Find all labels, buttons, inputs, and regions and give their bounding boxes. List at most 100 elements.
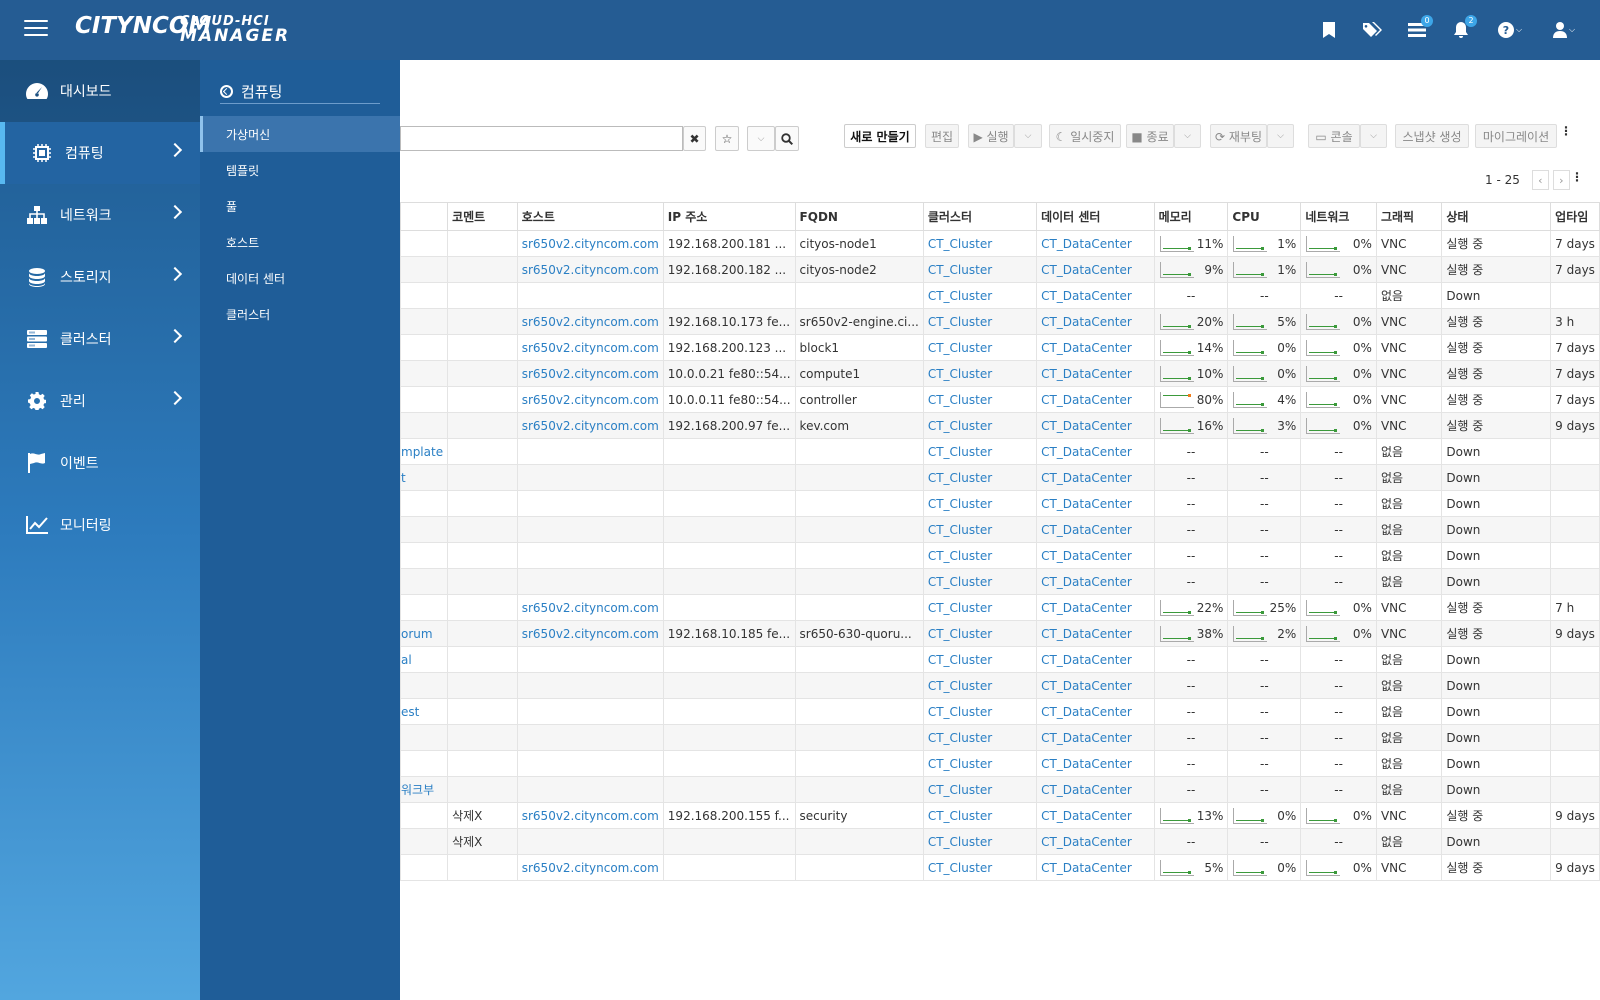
table-cell[interactable]: sr650v2.cityncom.com — [516, 412, 664, 439]
submenu-item-vm[interactable]: 가상머신 — [200, 116, 400, 152]
table-cell[interactable]: sr650v2.cityncom.com — [516, 230, 664, 257]
snapshot-button[interactable]: 스냅샷 생성 — [1395, 124, 1469, 148]
run-button[interactable]: ▶ 실행 — [968, 124, 1014, 148]
search-button[interactable] — [775, 126, 799, 151]
column-header[interactable]: FQDN — [794, 202, 924, 231]
table-cell[interactable]: CT_Cluster — [922, 412, 1038, 439]
table-cell[interactable]: CT_DataCenter — [1036, 672, 1155, 699]
table-cell[interactable]: 워크부 — [399, 776, 449, 803]
table-row[interactable]: CT_Cluster CT_DataCenter -- -- -- 없음 Down — [399, 282, 1600, 309]
sidebar-item-monitoring[interactable]: 모니터링 — [0, 494, 200, 556]
table-cell[interactable]: CT_DataCenter — [1036, 776, 1155, 803]
table-cell[interactable]: CT_DataCenter — [1036, 828, 1155, 855]
table-cell[interactable]: CT_Cluster — [922, 672, 1038, 699]
table-cell[interactable]: CT_Cluster — [922, 386, 1038, 413]
column-header[interactable]: 클러스터 — [922, 202, 1038, 231]
table-cell[interactable]: CT_DataCenter — [1036, 542, 1155, 569]
table-cell[interactable]: CT_DataCenter — [1036, 620, 1155, 647]
stop-dropdown[interactable]: ⌵ — [1174, 124, 1201, 148]
table-cell[interactable]: CT_Cluster — [922, 620, 1038, 647]
stop-button[interactable]: ■ 종료 — [1126, 124, 1174, 148]
submenu-item-pool[interactable]: 풀 — [226, 199, 238, 214]
tags-icon[interactable] — [1362, 19, 1384, 41]
bell-icon[interactable]: 2 — [1450, 15, 1477, 41]
console-dropdown[interactable]: ⌵ — [1360, 124, 1387, 148]
table-cell[interactable]: CT_DataCenter — [1036, 386, 1155, 413]
table-cell[interactable]: CT_DataCenter — [1036, 334, 1155, 361]
table-row[interactable]: sr650v2.cityncom.com 192.168.200.182 ... c… — [399, 256, 1600, 283]
table-cell[interactable]: sr650v2.cityncom.com — [516, 802, 664, 829]
table-cell[interactable]: CT_Cluster — [922, 360, 1038, 387]
table-row[interactable]: sr650v2.cityncom.com 192.168.200.181 ... c… — [399, 230, 1600, 257]
run-dropdown[interactable]: ⌵ — [1014, 124, 1042, 148]
table-row[interactable]: al CT_Cluster CT_DataCenter -- -- -- 없음 Down — [399, 646, 1600, 673]
table-row[interactable]: mplate CT_Cluster CT_DataCenter -- -- -- 없음 Dow… — [399, 438, 1600, 465]
table-cell[interactable]: sr650v2.cityncom.com — [516, 308, 664, 335]
bookmark-icon[interactable] — [1318, 19, 1340, 41]
table-cell[interactable]: CT_DataCenter — [1036, 516, 1155, 543]
table-row[interactable]: sr650v2.cityncom.com 192.168.10.173 fe...… — [399, 308, 1600, 335]
column-header[interactable]: CPU — [1227, 202, 1302, 231]
table-row[interactable]: sr650v2.cityncom.com 192.168.200.97 fe...… — [399, 412, 1600, 439]
table-cell[interactable]: CT_Cluster — [922, 854, 1038, 881]
table-cell[interactable]: CT_Cluster — [922, 776, 1038, 803]
table-cell[interactable]: CT_DataCenter — [1036, 594, 1155, 621]
submenu-item-host[interactable]: 호스트 — [226, 235, 260, 250]
table-cell[interactable]: CT_DataCenter — [1036, 802, 1155, 829]
table-cell[interactable]: CT_DataCenter — [1036, 282, 1155, 309]
table-cell[interactable]: CT_Cluster — [922, 334, 1038, 361]
table-row[interactable]: 삭제X sr650v2.cityncom.com 192.168.200.155 f… — [399, 802, 1600, 829]
search-input[interactable] — [400, 126, 683, 151]
column-header[interactable]: 상태 — [1441, 202, 1552, 231]
table-row[interactable]: sr650v2.cityncom.com 10.0.0.21 fe80::54..… — [399, 360, 1600, 387]
table-row[interactable]: sr650v2.cityncom.com CT_Cluster CT_DataCen… — [399, 594, 1600, 621]
table-cell[interactable]: CT_Cluster — [922, 230, 1038, 257]
table-row[interactable]: CT_Cluster CT_DataCenter -- -- -- 없음 Down — [399, 750, 1600, 777]
sidebar-item-dashboard[interactable]: 대시보드 — [0, 60, 200, 122]
column-header[interactable]: 네트워크 — [1300, 202, 1377, 231]
sidebar-item-computing[interactable]: 컴퓨팅 — [0, 122, 200, 184]
table-cell[interactable]: CT_Cluster — [922, 698, 1038, 725]
table-cell[interactable]: sr650v2.cityncom.com — [516, 360, 664, 387]
table-row[interactable]: t CT_Cluster CT_DataCenter -- -- -- 없음 Down — [399, 464, 1600, 491]
table-cell[interactable]: sr650v2.cityncom.com — [516, 386, 664, 413]
column-header[interactable]: 코멘트 — [447, 202, 518, 231]
next-page-button[interactable]: › — [1552, 170, 1570, 190]
table-row[interactable]: CT_Cluster CT_DataCenter -- -- -- 없음 Down — [399, 542, 1600, 569]
table-cell[interactable]: CT_DataCenter — [1036, 854, 1155, 881]
table-cell[interactable]: CT_Cluster — [922, 438, 1038, 465]
sidebar-item-network[interactable]: 네트워크 — [0, 184, 200, 246]
table-cell[interactable]: CT_Cluster — [922, 490, 1038, 517]
table-cell[interactable]: CT_DataCenter — [1036, 412, 1155, 439]
column-header[interactable] — [399, 202, 449, 231]
table-cell[interactable]: CT_Cluster — [922, 282, 1038, 309]
help-icon[interactable]: ? ⌵ — [1494, 19, 1526, 41]
table-cell[interactable]: CT_Cluster — [922, 802, 1038, 829]
table-cell[interactable]: CT_Cluster — [922, 594, 1038, 621]
table-row[interactable]: CT_Cluster CT_DataCenter -- -- -- 없음 Down — [399, 724, 1600, 751]
create-button[interactable]: 새로 만들기 — [844, 124, 916, 148]
table-cell[interactable]: CT_DataCenter — [1036, 360, 1155, 387]
tasks-icon[interactable]: 0 — [1406, 15, 1433, 41]
table-cell[interactable]: CT_Cluster — [922, 516, 1038, 543]
table-cell[interactable]: CT_Cluster — [922, 646, 1038, 673]
table-cell[interactable]: sr650v2.cityncom.com — [516, 256, 664, 283]
table-options-icon[interactable]: ⋮ — [1571, 170, 1583, 184]
bookmark-search-button[interactable]: ☆ — [715, 126, 739, 151]
sidebar-item-events[interactable]: 이벤트 — [0, 432, 200, 494]
table-row[interactable]: 삭제X CT_Cluster CT_DataCenter -- -- -- 없음 Down — [399, 828, 1600, 855]
table-cell[interactable]: CT_DataCenter — [1036, 464, 1155, 491]
table-cell[interactable]: orum — [399, 620, 449, 647]
table-cell[interactable]: sr650v2.cityncom.com — [516, 594, 664, 621]
reboot-dropdown[interactable]: ⌵ — [1267, 124, 1294, 148]
column-header[interactable]: IP 주소 — [662, 202, 796, 231]
table-row[interactable]: orum sr650v2.cityncom.com 192.168.10.185 f… — [399, 620, 1600, 647]
column-header[interactable]: 데이터 센터 — [1036, 202, 1155, 231]
table-cell[interactable]: CT_DataCenter — [1036, 438, 1155, 465]
table-row[interactable]: CT_Cluster CT_DataCenter -- -- -- 없음 Down — [399, 568, 1600, 595]
table-cell[interactable]: CT_DataCenter — [1036, 308, 1155, 335]
table-cell[interactable]: CT_Cluster — [922, 464, 1038, 491]
pause-button[interactable]: ☾ 일시중지 — [1049, 124, 1121, 148]
table-row[interactable]: sr650v2.cityncom.com 10.0.0.11 fe80::54..… — [399, 386, 1600, 413]
table-cell[interactable]: CT_Cluster — [922, 542, 1038, 569]
